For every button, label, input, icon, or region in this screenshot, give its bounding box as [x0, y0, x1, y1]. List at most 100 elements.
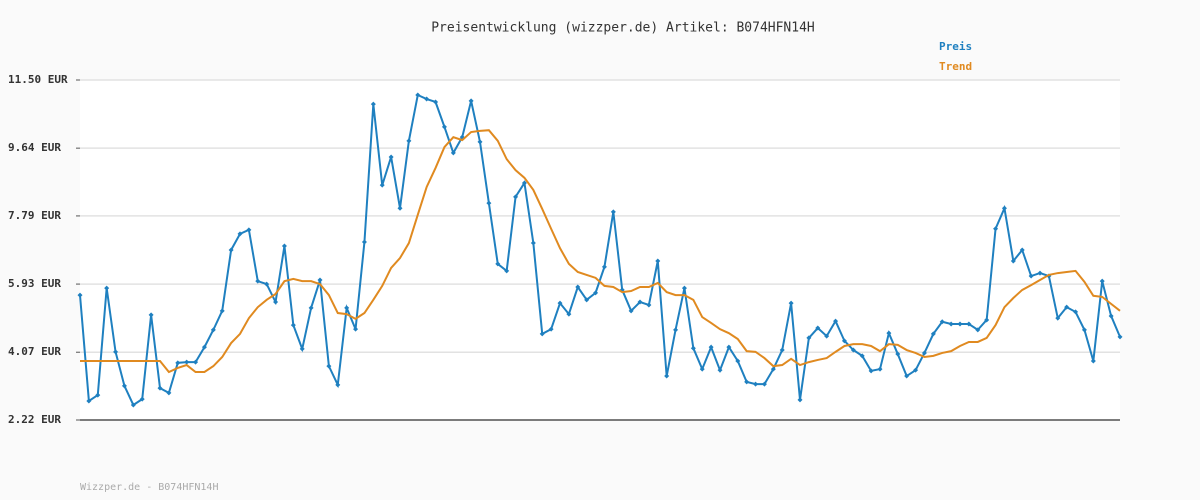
marker — [566, 311, 572, 317]
marker — [770, 366, 776, 372]
marker — [957, 321, 963, 327]
marker — [86, 398, 92, 404]
marker — [299, 346, 305, 352]
legend-entry: Preis — [939, 40, 972, 53]
marker — [753, 381, 759, 387]
marker — [530, 240, 536, 246]
marker — [157, 385, 163, 391]
y-tick-label: 2.22 EUR — [8, 413, 61, 426]
marker — [388, 154, 394, 160]
marker — [548, 326, 554, 332]
marker — [335, 382, 341, 388]
marker — [868, 368, 874, 374]
marker — [148, 312, 154, 318]
marker — [1073, 309, 1079, 315]
marker — [1010, 258, 1016, 264]
y-tick-label: 7.79 EUR — [8, 209, 61, 222]
marker — [895, 351, 901, 357]
marker — [664, 373, 670, 379]
marker — [486, 200, 492, 206]
marker — [477, 139, 483, 145]
marker — [681, 285, 687, 291]
marker — [993, 226, 999, 232]
marker — [450, 150, 456, 156]
marker — [886, 330, 892, 336]
marker — [628, 308, 634, 314]
marker — [788, 300, 794, 306]
marker — [361, 239, 367, 245]
marker — [761, 381, 767, 387]
marker — [228, 247, 234, 253]
marker — [921, 350, 927, 356]
y-tick-label: 4.07 EUR — [8, 345, 61, 358]
y-tick-label: 9.64 EUR — [8, 141, 61, 154]
marker — [397, 205, 403, 211]
footer: Wizzper.de - B074HFN14H — [80, 482, 218, 493]
marker — [1001, 205, 1007, 211]
marker — [859, 353, 865, 359]
marker — [824, 333, 830, 339]
marker — [948, 321, 954, 327]
marker — [690, 345, 696, 351]
marker — [104, 285, 110, 291]
marker — [433, 99, 439, 105]
marker — [210, 327, 216, 333]
marker — [930, 331, 936, 337]
marker — [290, 322, 296, 328]
marker — [184, 359, 190, 365]
marker — [379, 182, 385, 188]
marker — [673, 327, 679, 333]
lines — [77, 92, 1123, 408]
marker — [726, 344, 732, 350]
marker — [166, 390, 172, 396]
chart-title: Preisentwicklung (wizzper.de) Artikel: B… — [431, 21, 815, 36]
marker — [255, 278, 261, 284]
marker — [699, 366, 705, 372]
marker — [441, 124, 447, 130]
marker — [424, 96, 430, 102]
marker — [406, 138, 412, 144]
marker — [877, 366, 883, 372]
marker — [273, 299, 279, 305]
marker — [744, 379, 750, 385]
marker — [201, 344, 207, 350]
marker — [370, 101, 376, 107]
marker — [708, 344, 714, 350]
marker — [193, 359, 199, 365]
marker — [904, 373, 910, 379]
marker — [130, 402, 136, 408]
marker — [833, 318, 839, 324]
marker — [264, 281, 270, 287]
marker — [1019, 247, 1025, 253]
marker — [1037, 270, 1043, 276]
marker — [175, 360, 181, 366]
marker — [468, 98, 474, 104]
marker — [1055, 315, 1061, 321]
marker — [1099, 278, 1105, 284]
marker — [1081, 327, 1087, 333]
marker — [504, 268, 510, 274]
marker — [593, 290, 599, 296]
marker — [655, 258, 661, 264]
marker — [1064, 304, 1070, 310]
marker — [966, 321, 972, 327]
y-tick-label: 5.93 EUR — [8, 277, 61, 290]
marker — [495, 261, 501, 267]
marker — [984, 317, 990, 323]
marker — [317, 277, 323, 283]
marker — [1028, 273, 1034, 279]
marker — [841, 338, 847, 344]
marker — [735, 358, 741, 364]
marker — [237, 231, 243, 237]
marker — [557, 300, 563, 306]
legend-entry: Trend — [939, 60, 972, 73]
line — [80, 129, 1121, 374]
marker — [913, 367, 919, 373]
marker — [717, 367, 723, 373]
marker — [219, 308, 225, 314]
marker — [246, 227, 252, 233]
marker — [1108, 313, 1114, 319]
marker — [95, 392, 101, 398]
marker — [584, 297, 590, 303]
